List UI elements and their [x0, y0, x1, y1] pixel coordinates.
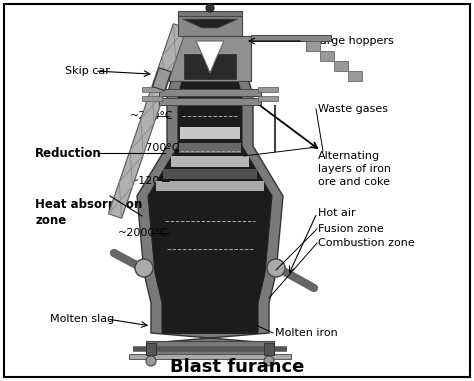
Bar	[334, 61, 348, 71]
Bar	[159, 98, 261, 105]
Bar	[306, 41, 320, 51]
FancyBboxPatch shape	[4, 4, 470, 377]
Circle shape	[135, 259, 153, 277]
Text: Fusion zone: Fusion zone	[318, 224, 384, 234]
Polygon shape	[182, 19, 238, 28]
Text: Waste gases: Waste gases	[318, 104, 388, 114]
Polygon shape	[163, 169, 257, 179]
Text: Skip car: Skip car	[65, 66, 110, 76]
Circle shape	[146, 356, 156, 366]
Bar	[258, 96, 278, 101]
Bar	[251, 35, 331, 41]
Bar	[142, 87, 162, 92]
Text: Molten slag: Molten slag	[50, 314, 114, 324]
Text: Blast furance: Blast furance	[170, 358, 304, 376]
Text: Alternating
layers of iron
ore and coke: Alternating layers of iron ore and coke	[318, 151, 391, 187]
Text: Heat absorption
zone: Heat absorption zone	[35, 198, 142, 227]
Bar	[146, 343, 156, 355]
Bar	[178, 16, 242, 36]
Polygon shape	[148, 81, 272, 333]
Polygon shape	[137, 81, 283, 343]
Circle shape	[267, 259, 285, 277]
Text: Combustion zone: Combustion zone	[318, 238, 415, 248]
Polygon shape	[171, 155, 249, 166]
Polygon shape	[180, 127, 240, 139]
Bar	[320, 51, 334, 61]
Text: ~1200°C: ~1200°C	[130, 176, 181, 186]
Polygon shape	[179, 143, 241, 153]
Bar	[348, 71, 362, 81]
Circle shape	[264, 356, 274, 366]
Bar	[258, 87, 278, 92]
Polygon shape	[156, 181, 264, 191]
Polygon shape	[153, 68, 171, 91]
Text: ~700°C: ~700°C	[137, 143, 181, 153]
Text: ~200°C: ~200°C	[130, 111, 173, 121]
Text: Charge hoppers: Charge hoppers	[305, 36, 394, 46]
Bar	[264, 343, 274, 355]
Bar	[159, 89, 261, 96]
Text: Molten iron: Molten iron	[275, 328, 338, 338]
Polygon shape	[109, 24, 187, 218]
Bar	[184, 54, 236, 79]
Bar	[178, 11, 242, 16]
Circle shape	[206, 4, 214, 12]
Polygon shape	[196, 41, 224, 73]
Bar	[146, 341, 274, 355]
Text: Hot air: Hot air	[318, 208, 356, 218]
Bar	[142, 96, 162, 101]
Bar	[169, 36, 251, 81]
Text: Reduction: Reduction	[35, 147, 102, 160]
Bar	[129, 354, 291, 359]
Text: ~2000°C: ~2000°C	[118, 228, 169, 238]
